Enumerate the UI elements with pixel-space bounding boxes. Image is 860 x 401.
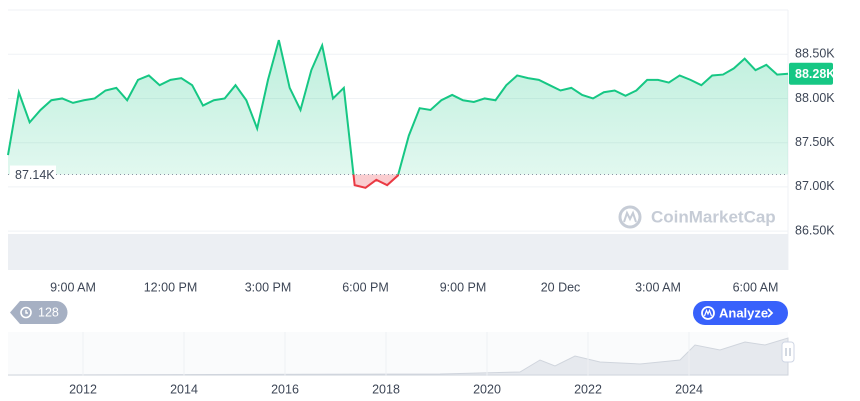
current-price-bg (789, 62, 833, 85)
price-line-up (7, 39, 789, 175)
x-tick-label: 3:00 AM (635, 280, 681, 294)
x-tick-label: 20 Dec (541, 280, 581, 294)
y-tick-label: 88.00K (795, 91, 835, 105)
x-tick-label: 9:00 PM (440, 280, 487, 294)
x-tick-label: 12:00 PM (144, 280, 198, 294)
history-count: 128 (38, 305, 59, 319)
x-tick-label: 3:00 PM (245, 280, 292, 294)
watermark: CoinMarketCap (618, 205, 776, 229)
handle-grip (785, 348, 791, 356)
x-tick-label: 9:00 AM (50, 280, 96, 294)
current-price-label: 88.28K (795, 67, 835, 81)
navigator-year: 2014 (170, 382, 198, 396)
baseline-label-bg (10, 165, 56, 184)
navigator-handle[interactable] (781, 341, 795, 363)
navigator-year: 2016 (271, 382, 299, 396)
x-tick-label: 6:00 PM (342, 280, 389, 294)
navigator-year: 2022 (574, 382, 602, 396)
y-tick-label: 86.50K (795, 223, 835, 237)
analyze-label: Analyze (719, 305, 768, 320)
y-tick-label: 87.00K (795, 179, 835, 193)
navigator-year: 2020 (473, 382, 501, 396)
y-tick-label: 88.50K (795, 47, 835, 61)
analyze-button[interactable]: Analyze (693, 301, 788, 325)
history-badge[interactable]: 128 (10, 301, 68, 324)
navigator-year: 2018 (372, 382, 400, 396)
navigator-history (7, 337, 789, 376)
y-tick-label: 87.50K (795, 135, 835, 149)
navigator-year: 2012 (69, 382, 97, 396)
price-line-down (352, 174, 400, 189)
watermark-text: CoinMarketCap (651, 207, 776, 226)
volume-area (8, 234, 788, 270)
navigator-year: 2024 (675, 382, 703, 396)
baseline-label: 87.14K (15, 168, 55, 182)
area-up (8, 40, 788, 175)
x-tick-label: 6:00 AM (733, 280, 779, 294)
